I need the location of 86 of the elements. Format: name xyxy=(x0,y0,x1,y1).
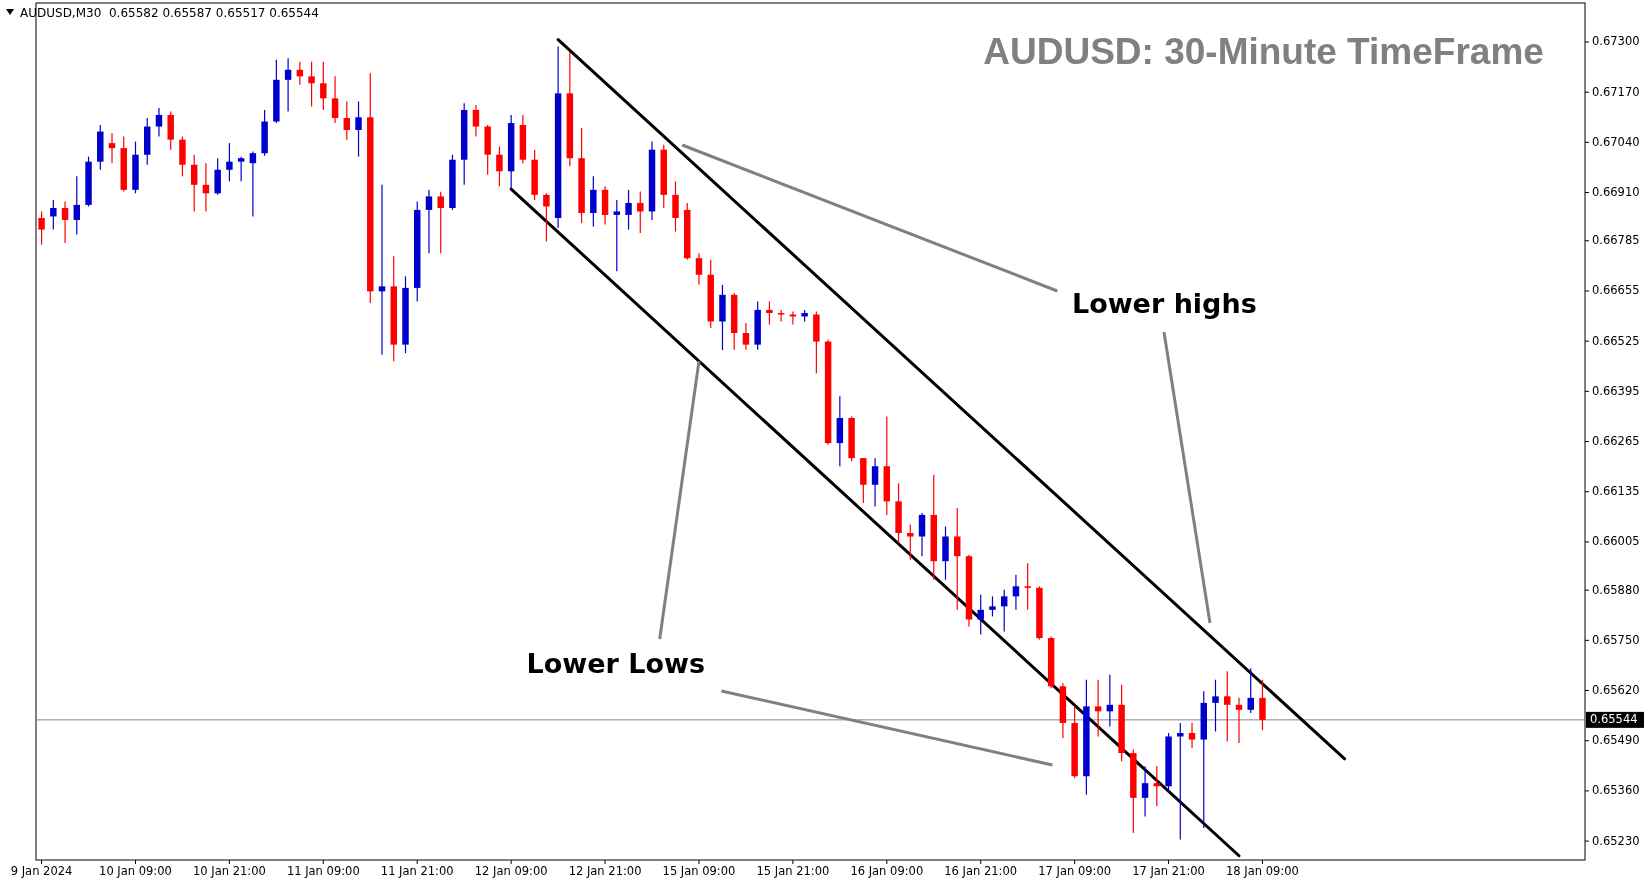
y-tick-label: 0.65620 xyxy=(1592,683,1640,698)
candlestick xyxy=(1012,574,1020,611)
y-tick-label: 0.67040 xyxy=(1592,134,1640,149)
candlestick xyxy=(637,190,644,234)
candlestick xyxy=(590,175,597,228)
candlestick xyxy=(73,175,81,236)
candlestick xyxy=(1153,765,1161,807)
candlestick xyxy=(742,322,750,351)
candlestick xyxy=(1177,722,1184,841)
candlestick xyxy=(214,157,221,196)
y-tick-label: 0.67170 xyxy=(1592,84,1640,99)
candlestick xyxy=(989,595,996,618)
x-tick-label: 18 Jan 09:00 xyxy=(1226,864,1299,878)
candlestick xyxy=(320,61,327,111)
candlestick xyxy=(977,594,984,636)
x-tick-label: 11 Jan 21:00 xyxy=(380,864,454,878)
candlestick xyxy=(1094,679,1102,738)
y-tick-label: 0.66265 xyxy=(1592,434,1640,449)
candlestick xyxy=(1247,667,1254,714)
candlestick xyxy=(1235,697,1243,744)
candlestick xyxy=(249,151,257,218)
candlestick xyxy=(1224,670,1231,743)
candlestick xyxy=(672,180,679,233)
y-tick-label: 0.65360 xyxy=(1592,783,1640,798)
candlestick xyxy=(472,104,480,138)
text: AUDUSD: 30-Minute TimeFrame xyxy=(983,31,1544,72)
candlestick xyxy=(50,199,57,231)
candlestick xyxy=(61,200,69,244)
candlestick xyxy=(1259,679,1266,731)
candlestick xyxy=(108,132,116,164)
y-tick-label: 0.66525 xyxy=(1592,333,1640,348)
x-tick-label: 15 Jan 21:00 xyxy=(756,864,830,878)
y-tick-label: 0.66655 xyxy=(1592,283,1640,298)
candlestick xyxy=(226,142,233,182)
candlestick xyxy=(695,252,703,286)
candlestick xyxy=(871,457,879,507)
candlestick xyxy=(907,523,914,561)
x-tick-label: 9 Jan 2024 xyxy=(10,864,73,878)
y-tick-label: 0.65880 xyxy=(1592,582,1640,597)
candlestick xyxy=(355,100,362,158)
y-tick-label: 0.65230 xyxy=(1592,833,1640,848)
annotation: AUDUSD,M30 0.65582 0.65587 0.65517 0.65544 xyxy=(20,6,319,20)
candlestick xyxy=(284,57,292,113)
y-tick-label: 0.65750 xyxy=(1592,632,1640,647)
y-tick-label: 0.67300 xyxy=(1592,34,1640,49)
annotation: Lower Lows xyxy=(526,648,706,679)
candlestick xyxy=(343,100,351,141)
x-tick-label: 12 Jan 09:00 xyxy=(474,864,548,878)
candlestick xyxy=(425,189,433,254)
y-tick-label: 0.65490 xyxy=(1592,733,1640,748)
y-tick-label: 0.66910 xyxy=(1592,185,1640,200)
candlestick xyxy=(1141,765,1149,817)
annotation: Lower highs xyxy=(1071,288,1257,319)
candlestick xyxy=(613,199,621,272)
candlestick xyxy=(625,189,632,231)
candlestick xyxy=(766,300,773,326)
candlestick xyxy=(1188,722,1196,749)
candlestick xyxy=(378,184,386,356)
x-tick-label: 16 Jan 21:00 xyxy=(944,864,1018,878)
candlestick xyxy=(918,512,926,557)
ref-line-label: 0.65544 xyxy=(1590,712,1638,727)
candlestick xyxy=(496,146,503,187)
x-tick-label: 15 Jan 09:00 xyxy=(662,864,736,878)
y-tick-label: 0.66785 xyxy=(1592,233,1640,248)
candlestick xyxy=(437,191,444,254)
candlestick xyxy=(308,61,315,108)
candlestick xyxy=(1212,679,1219,733)
x-tick-label: 17 Jan 09:00 xyxy=(1038,864,1112,878)
candlestick xyxy=(331,75,339,124)
candlestick xyxy=(237,156,245,182)
candlestick xyxy=(543,192,550,243)
x-tick-label: 12 Jan 21:00 xyxy=(568,864,642,878)
candlestick xyxy=(190,154,198,213)
candlestick xyxy=(155,107,163,138)
y-tick-label: 0.66005 xyxy=(1592,534,1640,549)
candlestick xyxy=(1000,589,1008,633)
x-tick-label: 17 Jan 21:00 xyxy=(1132,864,1205,878)
x-tick-label: 11 Jan 09:00 xyxy=(286,864,360,878)
y-tick-label: 0.66135 xyxy=(1592,484,1640,499)
candlestick xyxy=(38,210,45,246)
x-tick-label: 10 Jan 09:00 xyxy=(99,864,172,878)
candlestick xyxy=(954,507,961,611)
x-tick-label: 16 Jan 09:00 xyxy=(850,864,924,878)
candlestick xyxy=(1024,562,1031,611)
x-tick-label: 10 Jan 21:00 xyxy=(192,864,266,878)
y-tick-label: 0.66395 xyxy=(1592,383,1640,398)
